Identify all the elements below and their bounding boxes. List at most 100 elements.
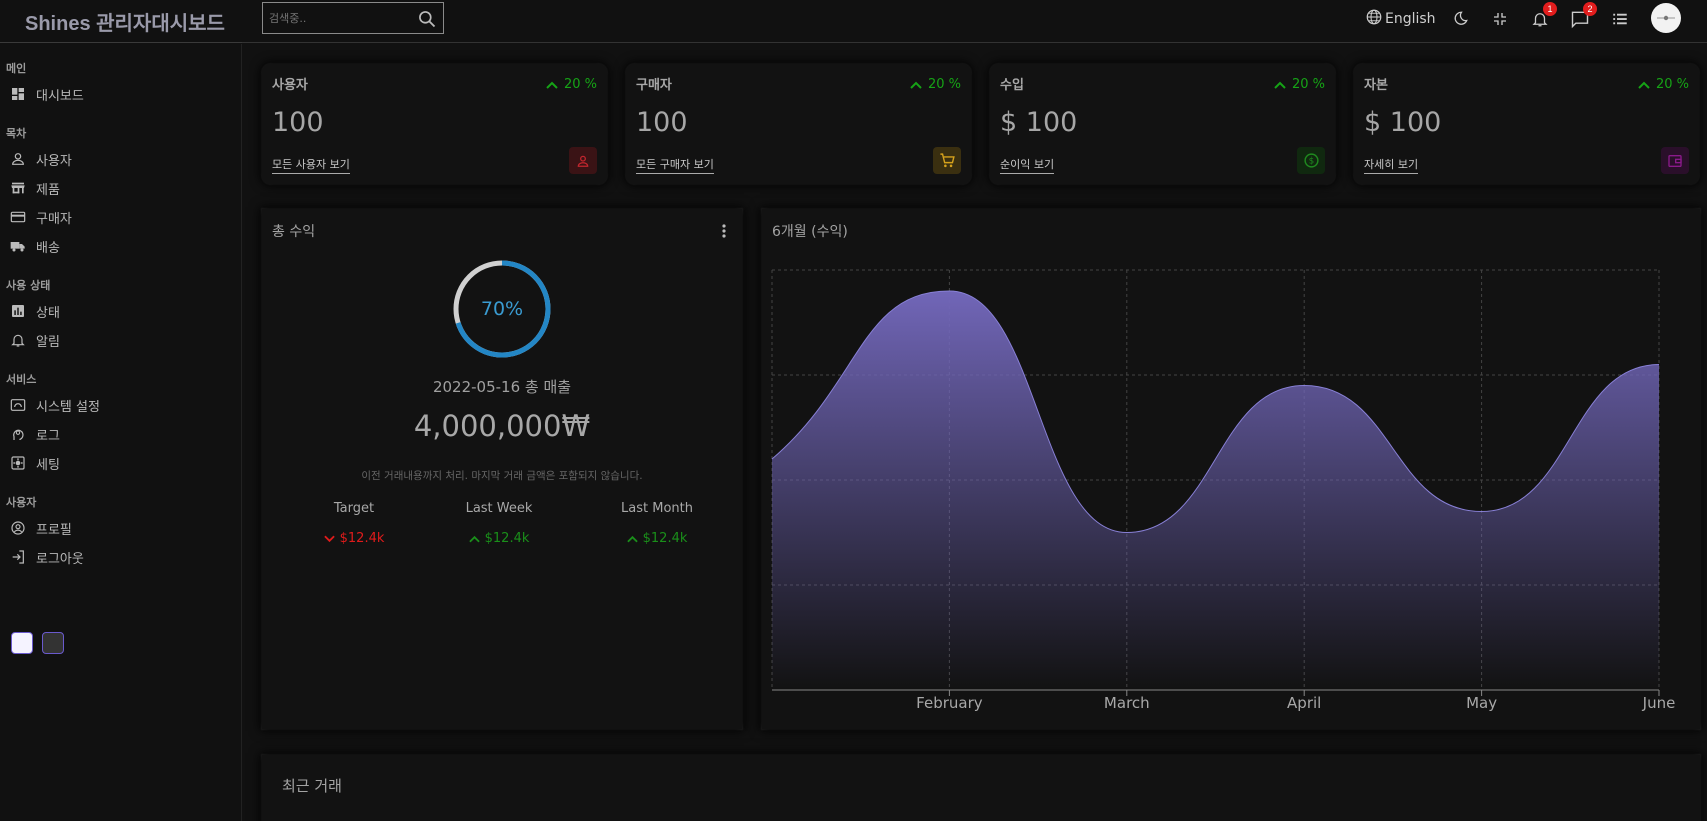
sidebar-item-label: 로그 <box>36 428 60 444</box>
chevron-up-icon <box>626 535 638 542</box>
widget-percent-label: 20 % <box>927 77 961 92</box>
chevron-up-icon <box>910 81 922 89</box>
theme-light-swatch[interactable] <box>11 632 33 654</box>
dark-mode-icon[interactable] <box>1449 8 1471 30</box>
sidebar-item-dashboard[interactable]: 대시보드 <box>10 83 84 105</box>
sidebar-item-label: 로그아웃 <box>36 551 84 567</box>
widget-title: 수입 <box>1000 78 1024 93</box>
progress-ring: 70% <box>452 259 552 359</box>
store-icon <box>11 182 25 194</box>
theme-dark-swatch[interactable] <box>42 632 64 654</box>
search-icon[interactable] <box>417 9 437 33</box>
chat-icon[interactable]: 2 <box>1569 2 1597 30</box>
top-bar: Shines 관리자대시보드 English 1 2 <box>0 0 1707 43</box>
chevron-up-icon <box>546 81 558 89</box>
sidebar-item-stats[interactable]: 상태 <box>10 300 60 322</box>
sidebar-item-label: 시스템 설정 <box>36 399 100 415</box>
language-selector[interactable]: English <box>1365 8 1436 30</box>
stat-value: $12.4k <box>592 531 722 546</box>
widget-income: 수입 20 % $ 100 순이익 보기 $ <box>990 64 1335 184</box>
x-tick-label: February <box>916 694 983 712</box>
x-tick-label: April <box>1287 694 1322 712</box>
sidebar-item-system-settings[interactable]: 시스템 설정 <box>10 394 100 416</box>
widget-link[interactable]: 순이익 보기 <box>1000 156 1055 174</box>
widget-percent: 20 % <box>910 77 961 92</box>
recent-transactions-panel: 최근 거래 <box>262 755 1700 821</box>
person-outline-icon <box>569 147 597 174</box>
person-icon <box>12 153 24 165</box>
widget-link[interactable]: 자세히 보기 <box>1364 156 1419 174</box>
notifications-badge: 1 <box>1543 2 1557 16</box>
widget-users: 사용자 20 % 100 모든 사용자 보기 <box>262 64 607 184</box>
stat-target: Target $12.4k <box>289 501 419 546</box>
widget-percent-label: 20 % <box>1655 77 1689 92</box>
revenue-date-label: 2022-05-16 총 매출 <box>432 378 572 396</box>
fullscreen-exit-icon[interactable] <box>1489 8 1511 30</box>
svg-text:$: $ <box>1308 157 1313 167</box>
language-label: English <box>1385 11 1436 27</box>
sidebar-item-users[interactable]: 사용자 <box>10 148 72 170</box>
dollar-circle-icon: $ <box>1297 147 1325 174</box>
stat-last-month: Last Month $12.4k <box>592 501 722 546</box>
sidebar-section-status: 사용 상태 <box>6 279 51 292</box>
sidebar-item-label: 배송 <box>36 240 60 256</box>
x-tick-label: May <box>1466 694 1498 712</box>
chevron-up-icon <box>1638 81 1650 89</box>
chart-title: 6개월 (수익) <box>772 224 848 240</box>
more-vert-icon[interactable] <box>722 223 726 242</box>
sidebar-item-delivery[interactable]: 배송 <box>10 235 60 257</box>
x-tick-label: March <box>1103 694 1150 712</box>
sidebar-section-services: 서비스 <box>6 373 37 386</box>
search-input[interactable] <box>263 11 413 25</box>
settings-system-icon <box>10 399 26 411</box>
stat-label: Last Week <box>465 501 533 516</box>
list-icon[interactable] <box>1609 8 1631 30</box>
bell-icon <box>11 334 25 347</box>
sidebar-item-products[interactable]: 제품 <box>10 177 60 199</box>
widget-link[interactable]: 모든 사용자 보기 <box>272 156 350 174</box>
sidebar-item-label: 세팅 <box>36 457 60 473</box>
search-box[interactable] <box>262 2 444 34</box>
chevron-up-icon <box>1274 81 1286 89</box>
stat-value: $12.4k <box>289 531 419 546</box>
sidebar-item-logs[interactable]: 로그 <box>10 423 60 445</box>
stat-last-week: Last Week $12.4k <box>434 501 564 546</box>
stat-value-text: $12.4k <box>484 531 530 546</box>
stat-value: $12.4k <box>434 531 564 546</box>
sidebar-item-label: 알림 <box>36 334 60 350</box>
widget-value: 100 <box>636 107 688 138</box>
sidebar-item-profile[interactable]: 프로필 <box>10 517 72 539</box>
stat-value-text: $12.4k <box>339 531 385 546</box>
sidebar-item-buyers[interactable]: 구매자 <box>10 206 72 228</box>
sidebar-item-logout[interactable]: 로그아웃 <box>10 546 84 568</box>
sidebar-item-label: 프로필 <box>36 522 72 538</box>
widget-percent-label: 20 % <box>1291 77 1325 92</box>
sidebar-item-settings[interactable]: 세팅 <box>10 452 60 474</box>
stat-label: Target <box>333 501 375 516</box>
revenue-amount: 4,000,000₩ <box>413 409 591 443</box>
sidebar-item-label: 상태 <box>36 305 60 321</box>
shopping-cart-icon <box>933 147 961 174</box>
app-logo[interactable]: Shines 관리자대시보드 <box>0 0 242 43</box>
widget-capital: 자본 20 % $ 100 자세히 보기 <box>1354 64 1699 184</box>
progress-label: 70% <box>480 298 524 320</box>
x-tick-label: June <box>1642 694 1676 712</box>
chevron-up-icon <box>468 535 480 542</box>
account-circle-icon <box>11 521 25 535</box>
widget-percent: 20 % <box>1274 77 1325 92</box>
widget-title: 자본 <box>1364 78 1388 93</box>
revenue-panel: 총 수익 70% 2022-05-16 총 매출 4,000,000₩ 이전 거… <box>262 209 742 729</box>
revenue-note: 이전 거래내용까지 처리. 마지막 거래 금액은 포함되지 않습니다. <box>361 470 643 482</box>
logout-icon <box>12 550 24 564</box>
sidebar-item-label: 사용자 <box>36 153 72 169</box>
stat-label: Last Month <box>621 501 693 516</box>
sidebar-item-alerts[interactable]: 알림 <box>10 329 60 351</box>
sidebar-item-label: 제품 <box>36 182 60 198</box>
widget-link[interactable]: 모든 구매자 보기 <box>636 156 714 174</box>
notifications-icon[interactable]: 1 <box>1529 2 1557 30</box>
widget-value: $ 100 <box>1000 107 1078 138</box>
widget-value: 100 <box>272 107 324 138</box>
sidebar: 메인 대시보드 목차 사용자 제품 구매자 배송 사용 상태 상태 알림 서비스… <box>0 44 242 821</box>
avatar[interactable] <box>1651 3 1681 33</box>
sidebar-item-label: 대시보드 <box>36 88 84 104</box>
